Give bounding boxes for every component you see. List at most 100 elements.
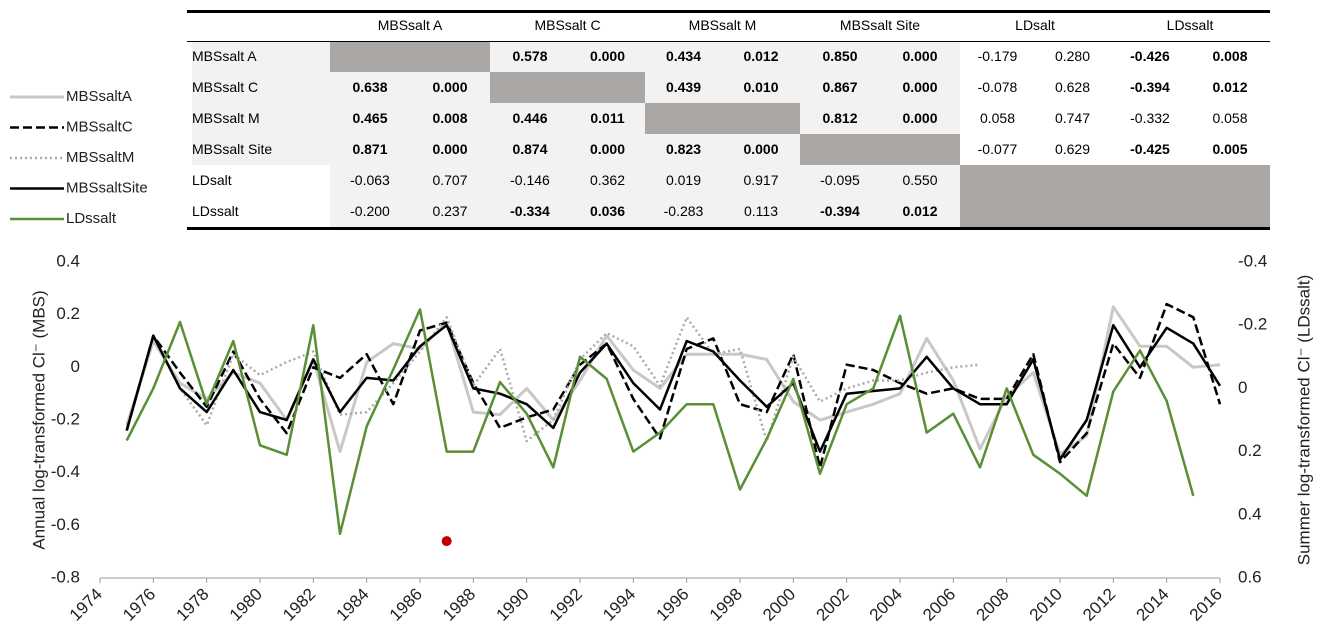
table-cell: 0.058 (960, 103, 1035, 134)
legend-label: MBSsaltA (66, 88, 132, 105)
table-cell: 0.439 (645, 72, 722, 103)
empty-cell (960, 165, 1035, 196)
empty-cell (1035, 196, 1110, 227)
table-cell: 0.550 (880, 165, 960, 196)
empty-cell (1035, 165, 1110, 196)
table-cell: 0.058 (1190, 103, 1270, 134)
table-cell: -0.095 (800, 165, 880, 196)
table-cell: 0.823 (645, 134, 722, 165)
series-line (125, 308, 1195, 536)
table-cell: -0.200 (330, 196, 410, 227)
legend-label: MBSsaltSite (66, 179, 148, 196)
column-header: MBSsalt Site (839, 17, 921, 33)
table-cell: -0.334 (490, 196, 570, 227)
x-tick-label: 1992 (546, 585, 586, 625)
x-tick-label: 1980 (226, 585, 266, 625)
x-tick-label: 2004 (866, 585, 906, 625)
column-header: LDsalt (1015, 17, 1055, 33)
empty-cell (570, 72, 645, 103)
table-cell: 0.812 (800, 103, 880, 134)
table-cell: 0.000 (410, 72, 490, 103)
table-cell: -0.078 (960, 72, 1035, 103)
x-tick-label: 1986 (386, 585, 426, 625)
rule (187, 41, 1270, 42)
table-cell: 0.005 (1190, 134, 1270, 165)
row-header: MBSsalt M (192, 103, 330, 134)
x-tick-label: 1974 (66, 585, 106, 625)
table-cell: 0.000 (880, 41, 960, 72)
x-tick-label: 2014 (1132, 585, 1172, 625)
row-header: LDsalt (192, 165, 330, 196)
rule (187, 227, 1270, 230)
table-cell: -0.425 (1110, 134, 1190, 165)
empty-cell (722, 103, 800, 134)
y-tick-label: -0.4 (51, 462, 80, 481)
legend-label: MBSsaltC (66, 118, 133, 135)
table-cell: 0.036 (570, 196, 645, 227)
table-cell: 0.000 (570, 41, 645, 72)
y2-tick-label: 0.2 (1238, 441, 1262, 460)
x-tick-label: 1984 (332, 585, 372, 625)
table-cell: 0.237 (410, 196, 490, 227)
column-header: MBSsalt A (377, 17, 443, 33)
table-cell: 0.871 (330, 134, 410, 165)
table-cell: 0.012 (880, 196, 960, 227)
y-tick-label: -0.8 (51, 567, 80, 586)
empty-cell (1110, 165, 1190, 196)
row-header: MBSsalt Site (192, 134, 330, 165)
x-tick-label: 1990 (492, 585, 532, 625)
y2-tick-label: 0.6 (1238, 567, 1262, 586)
y-tick-label: 0.4 (56, 251, 80, 270)
row-header: MBSsalt A (192, 41, 330, 72)
empty-cell (960, 196, 1035, 227)
x-tick-label: 1976 (119, 585, 159, 625)
x-tick-label: 2016 (1186, 585, 1226, 625)
x-tick-label: 2000 (759, 585, 799, 625)
empty-cell (490, 72, 570, 103)
x-tick-label: 2010 (1026, 585, 1066, 625)
x-tick-label: 2002 (812, 585, 852, 625)
x-tick-label: 2008 (972, 585, 1012, 625)
table-cell: 0.850 (800, 41, 880, 72)
table-cell: 0.011 (570, 103, 645, 134)
table-cell: 0.113 (722, 196, 800, 227)
rule (187, 10, 1270, 13)
legend-label: LDssalt (66, 210, 117, 227)
empty-cell (645, 103, 722, 134)
table-cell: -0.426 (1110, 41, 1190, 72)
x-tick-label: 1996 (652, 585, 692, 625)
row-header: LDssalt (192, 196, 330, 227)
x-tick-label: 2012 (1079, 585, 1119, 625)
table-cell: -0.063 (330, 165, 410, 196)
table-cell: 0.707 (410, 165, 490, 196)
y2-tick-label: 0.4 (1238, 504, 1262, 523)
table-cell: -0.283 (645, 196, 722, 227)
y2-tick-label: 0 (1238, 378, 1247, 397)
table-cell: 0.008 (1190, 41, 1270, 72)
table-cell: 0.465 (330, 103, 410, 134)
x-tick-label: 1994 (599, 585, 639, 625)
series-line (125, 323, 1222, 461)
table-cell: -0.077 (960, 134, 1035, 165)
table-cell: 0.874 (490, 134, 570, 165)
table-cell: 0.446 (490, 103, 570, 134)
x-tick-label: 1978 (172, 585, 212, 625)
y-axis-title: Annual log-transformed Cl⁻ (MBS) (29, 290, 48, 549)
table-cell: -0.179 (960, 41, 1035, 72)
column-header: MBSsalt M (688, 17, 757, 33)
x-tick-label: 1982 (279, 585, 319, 625)
y-tick-label: 0 (71, 357, 80, 376)
legend-label: MBSsaltM (66, 149, 134, 166)
table-cell: 0.012 (1190, 72, 1270, 103)
table-cell: -0.394 (800, 196, 880, 227)
table-cell: 0.000 (570, 134, 645, 165)
table-cell: 0.747 (1035, 103, 1110, 134)
empty-cell (1190, 196, 1270, 227)
x-tick-label: 1988 (439, 585, 479, 625)
table-cell: 0.000 (410, 134, 490, 165)
empty-cell (410, 41, 490, 72)
y2-axis-title: Summer log-transformed Cl⁻ (LDssalt) (1294, 275, 1313, 566)
empty-cell (1110, 196, 1190, 227)
